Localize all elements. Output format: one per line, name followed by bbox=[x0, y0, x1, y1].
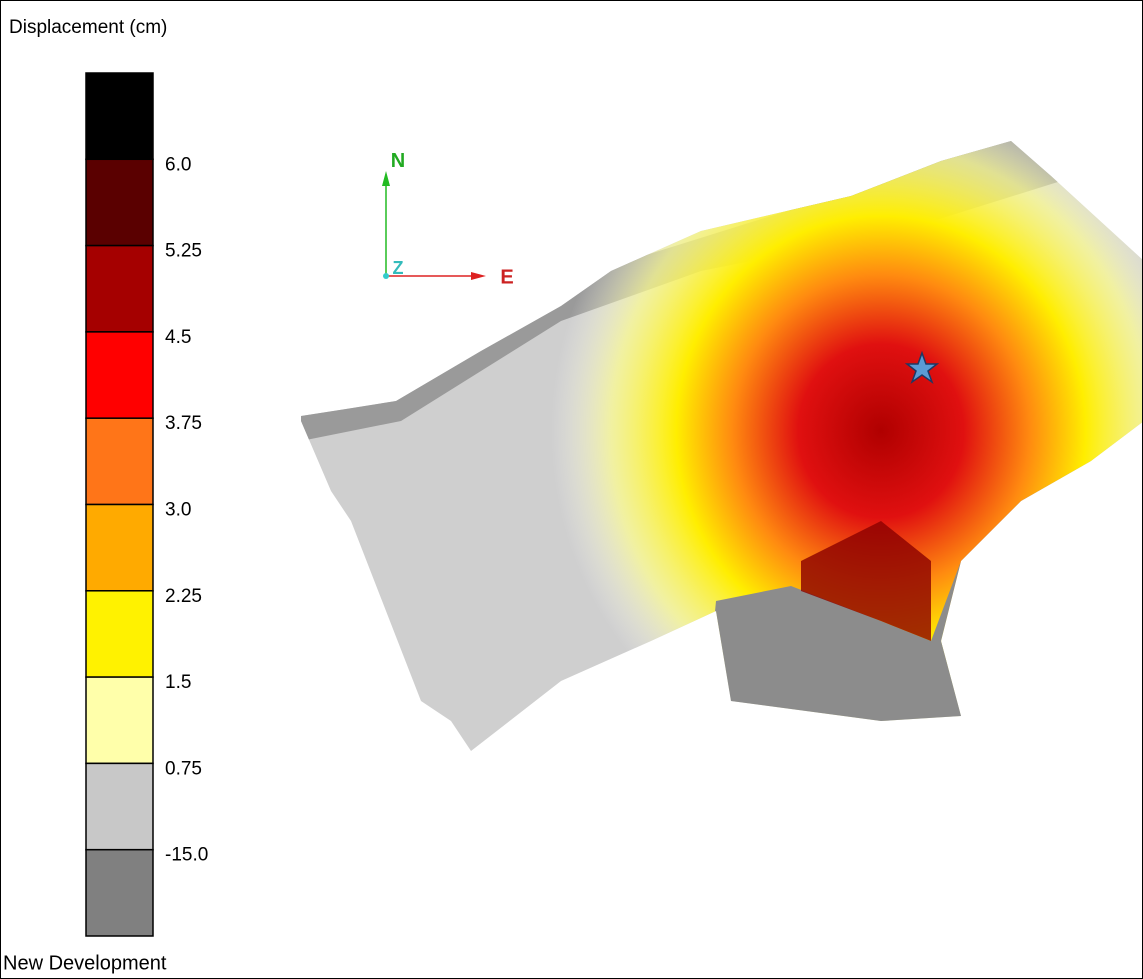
legend-swatch bbox=[86, 850, 153, 936]
legend-label: 4.5 bbox=[165, 327, 191, 348]
legend-footer: New Development bbox=[3, 952, 167, 974]
legend-label: 5.25 bbox=[165, 241, 202, 262]
legend-label: 1.5 bbox=[165, 672, 191, 693]
legend-label: -15.0 bbox=[165, 845, 208, 866]
map-figure: N E Z Displacement (cm) 6.0 5.25 4.5 3.75 3.… bbox=[0, 0, 1143, 979]
legend-swatch bbox=[86, 159, 153, 245]
up-label: Z bbox=[393, 258, 404, 278]
legend-label: 0.75 bbox=[165, 758, 202, 779]
legend-swatch bbox=[86, 591, 153, 677]
compass: N E Z bbox=[382, 150, 514, 288]
site-map bbox=[291, 131, 1142, 761]
legend-label: 3.75 bbox=[165, 413, 202, 434]
north-label: N bbox=[391, 150, 405, 172]
legend-title: Displacement (cm) bbox=[9, 17, 167, 38]
legend-swatch bbox=[86, 677, 153, 763]
legend-swatch bbox=[86, 246, 153, 332]
map-canvas: N E Z Displacement (cm) 6.0 5.25 4.5 3.75 3.… bbox=[1, 1, 1142, 978]
legend-swatch bbox=[86, 332, 153, 418]
east-label: E bbox=[500, 266, 513, 288]
legend-label: 3.0 bbox=[165, 500, 191, 521]
legend-label: 6.0 bbox=[165, 154, 191, 175]
legend-swatch bbox=[86, 763, 153, 849]
legend-swatch bbox=[86, 73, 153, 159]
legend: 6.0 5.25 4.5 3.75 3.0 2.25 1.5 0.75 -15.0 bbox=[86, 73, 208, 936]
legend-swatch bbox=[86, 418, 153, 504]
legend-swatch bbox=[86, 505, 153, 591]
legend-label: 2.25 bbox=[165, 586, 202, 607]
